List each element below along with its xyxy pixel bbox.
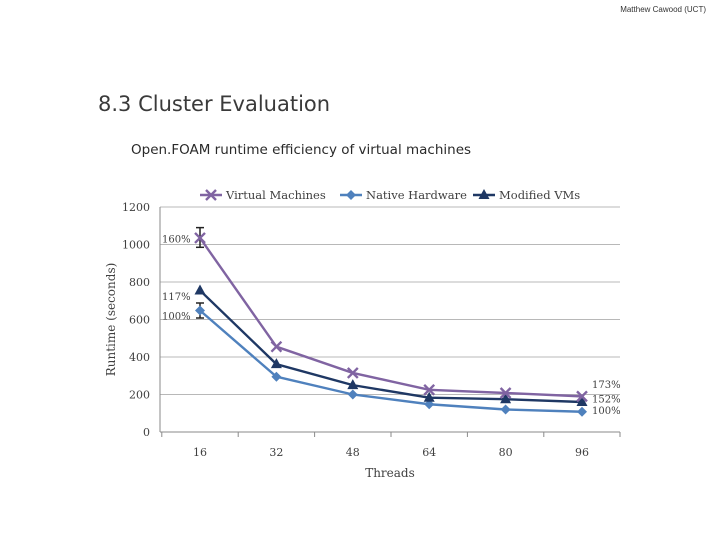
x-tick-label: 32 [269, 446, 283, 459]
y-tick-label: 200 [129, 389, 150, 402]
x-tick-labels: 16 32 48 64 80 96 [193, 446, 589, 459]
legend-label: Modified VMs [499, 188, 580, 202]
marker-triangle [500, 393, 512, 404]
x-tick-label: 64 [422, 446, 436, 459]
legend-label: Virtual Machines [225, 188, 326, 202]
annotation-label: 117% [162, 292, 191, 303]
author-credit: Matthew Cawood (UCT) [620, 5, 706, 14]
series-line-native-hardware [199, 309, 583, 413]
marker-x [423, 383, 436, 396]
axes [159, 207, 621, 437]
annotation-label: 100% [592, 406, 621, 417]
y-tick-label: 1200 [122, 201, 150, 214]
annotation-label: 152% [592, 394, 621, 405]
marker-x [205, 189, 217, 201]
series-line-virtual-machines [199, 237, 583, 398]
y-tick-label: 1000 [122, 239, 150, 252]
slide-subtitle: Open.FOAM runtime efficiency of virtual … [131, 142, 472, 158]
series-lines [199, 237, 583, 413]
marker-x [194, 232, 206, 244]
marker-diamond [195, 305, 205, 316]
marker-diamond [424, 399, 435, 410]
slide-title: 8.3 Cluster Evaluation [98, 92, 331, 116]
marker-diamond [500, 404, 511, 415]
marker-diamond [577, 406, 587, 417]
marker-triangle [478, 189, 490, 199]
marker-x [576, 390, 588, 403]
annotation-label: 160% [162, 235, 191, 246]
marker-x [346, 367, 359, 379]
marker-triangle [347, 379, 359, 390]
legend: Virtual Machines Native Hardware Modified … [200, 188, 580, 202]
y-tick-label: 400 [129, 351, 150, 364]
series-markers [194, 232, 588, 417]
marker-triangle [576, 396, 588, 406]
annotation-label: 173% [592, 380, 621, 391]
gridlines [160, 206, 620, 395]
y-tick-label: 800 [129, 276, 150, 289]
x-axis-label: Threads [365, 466, 415, 480]
x-tick-label: 96 [575, 446, 589, 459]
x-tick-label: 16 [193, 446, 207, 459]
y-axis-label: Runtime (seconds) [104, 263, 118, 377]
marker-triangle [423, 391, 435, 402]
legend-label: Native Hardware [366, 188, 467, 202]
marker-diamond [347, 389, 358, 400]
y-tick-labels: 0 200 400 600 800 1000 1200 [122, 201, 150, 439]
marker-diamond [271, 371, 282, 382]
series-line-modified-vms [199, 289, 583, 404]
x-tick-label: 80 [499, 446, 513, 459]
marker-x [270, 340, 283, 353]
marker-x [499, 387, 512, 399]
y-tick-label: 600 [129, 314, 150, 327]
marker-diamond [346, 190, 356, 200]
annotation-label: 100% [162, 312, 191, 323]
marker-triangle [270, 358, 282, 369]
x-tick-label: 48 [346, 446, 360, 459]
annotations: 160%117%100%173%152%100% [162, 235, 621, 418]
y-tick-label: 0 [143, 426, 150, 439]
marker-triangle [194, 284, 206, 295]
